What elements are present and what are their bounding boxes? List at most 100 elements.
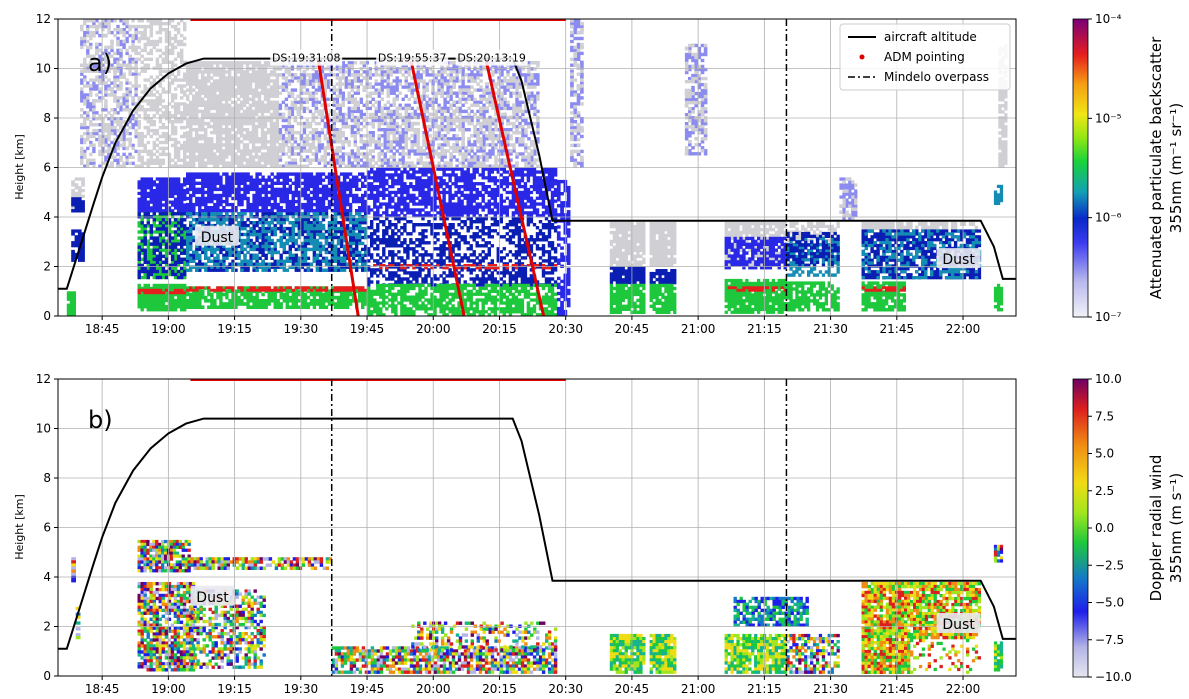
heatmap-cell [119, 72, 123, 76]
heatmap-cell [215, 112, 220, 117]
heatmap-cell [128, 27, 132, 32]
heatmap-cell [273, 268, 277, 272]
heatmap-cell [240, 268, 244, 272]
heatmap-cell [183, 75, 187, 79]
heatmap-cell [164, 189, 169, 193]
heatmap-cell [243, 268, 247, 272]
heatmap-cell [269, 115, 274, 120]
heatmap-cell [330, 221, 335, 225]
heatmap-cell [291, 253, 295, 257]
heatmap-cell [358, 253, 362, 257]
heatmap-cell [251, 149, 256, 153]
heatmap-cell [237, 232, 241, 237]
heatmap-cell [231, 218, 235, 222]
heatmap-cell [143, 305, 147, 309]
heatmap-cell [342, 187, 347, 192]
heatmap-cell [303, 172, 308, 176]
heatmap-cell [95, 30, 99, 35]
heatmap-cell [358, 265, 362, 269]
heatmap-cell [161, 275, 166, 280]
heatmap-cell [170, 78, 175, 82]
heatmap-cell [273, 299, 277, 303]
heatmap-cell [152, 292, 156, 297]
heatmap-cell [324, 305, 329, 309]
heatmap-cell [306, 247, 311, 252]
heatmap-cell [275, 137, 280, 141]
heatmap-cell [137, 254, 141, 258]
heatmap-cell [86, 114, 90, 118]
heatmap-cell [248, 158, 253, 162]
heatmap-cell [218, 115, 223, 120]
heatmap-cell [140, 48, 144, 53]
heatmap-cell [236, 118, 241, 123]
heatmap-cell [201, 100, 205, 104]
heatmap-cell [291, 235, 295, 240]
heatmap-cell [216, 209, 220, 213]
heatmap-cell [180, 146, 184, 151]
heatmap-cell [270, 238, 274, 243]
heatmap-cell [98, 48, 102, 53]
heatmap-cell [140, 269, 144, 274]
heatmap-cell [272, 115, 277, 120]
heatmap-cell [218, 97, 223, 101]
heatmap-cell [98, 143, 102, 148]
heatmap-cell [237, 253, 241, 257]
heatmap-cell [245, 79, 250, 83]
heatmap-cell [248, 103, 253, 107]
heatmap-cell [239, 103, 244, 107]
heatmap-cell [146, 209, 150, 213]
heatmap-cell [364, 232, 368, 237]
heatmap-cell [101, 123, 105, 127]
heatmap-cell [189, 149, 193, 153]
heatmap-cell [77, 255, 82, 259]
heatmap-cell [110, 39, 114, 44]
heatmap-cell [342, 206, 347, 210]
heatmap-cell [300, 206, 305, 210]
heatmap-cell [324, 193, 329, 198]
heatmap-cell [260, 121, 265, 126]
heatmap-cell [192, 152, 196, 156]
heatmap-cell [158, 227, 163, 231]
heatmap-cell [269, 152, 274, 156]
heatmap-cell [80, 93, 84, 97]
heatmap-cell [275, 79, 280, 83]
heatmap-cell [104, 93, 108, 97]
heatmap-cell [267, 209, 271, 213]
heatmap-cell [318, 299, 323, 303]
heatmap-cell [137, 125, 141, 130]
heatmap-cell [270, 241, 274, 246]
heatmap-cell [267, 238, 271, 243]
heatmap-cell [324, 250, 329, 255]
heatmap-cell [251, 70, 256, 74]
heatmap-cell [248, 152, 253, 156]
heatmap-cell [234, 247, 238, 252]
heatmap-cell [297, 178, 301, 182]
heatmap-cell [146, 200, 150, 204]
heatmap-cell [233, 73, 238, 77]
heatmap-cell [186, 235, 190, 240]
heatmap-cell [134, 57, 138, 61]
heatmap-cell [137, 291, 141, 295]
heatmap-cell [330, 196, 335, 201]
heatmap-cell [83, 149, 87, 154]
heatmap-cell [143, 143, 147, 148]
heatmap-cell [221, 97, 226, 101]
heatmap-cell [242, 137, 247, 141]
heatmap-cell [180, 87, 184, 91]
heatmap-cell [89, 54, 93, 58]
heatmap-cell [210, 175, 214, 179]
heatmap-cell [239, 91, 244, 95]
heatmap-cell [140, 288, 144, 292]
heatmap-cell [149, 102, 153, 106]
heatmap-cell [285, 193, 289, 198]
heatmap-cell [149, 197, 153, 201]
heatmap-cell [355, 265, 359, 269]
heatmap-cell [252, 209, 256, 213]
heatmap-cell [318, 199, 323, 204]
heatmap-cell [204, 196, 208, 201]
heatmap-cell [183, 90, 187, 94]
heatmap-cell [180, 143, 184, 148]
heatmap-cell [152, 131, 156, 136]
heatmap-cell [101, 19, 105, 23]
heatmap-cell [221, 88, 226, 92]
